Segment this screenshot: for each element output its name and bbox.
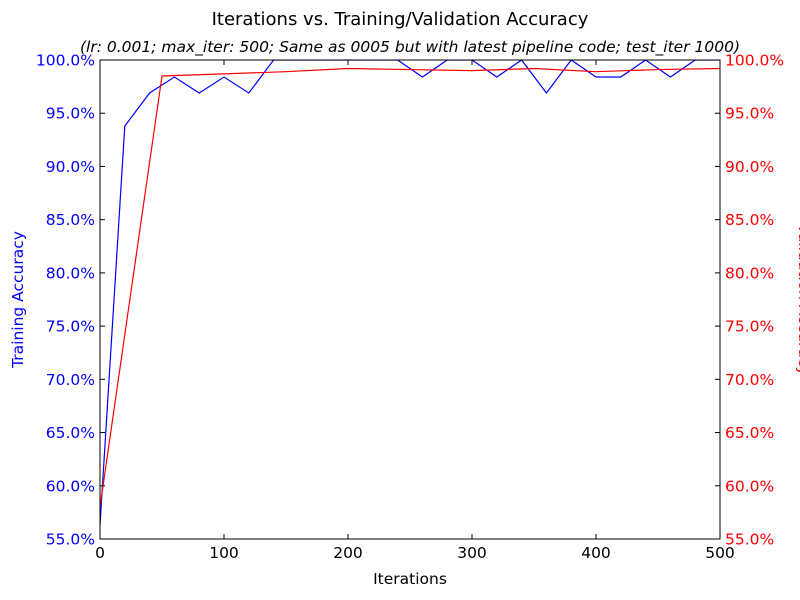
validation-accuracy-line	[100, 67, 720, 508]
y-right-tick-label: 90.0%	[725, 158, 774, 176]
y-left-tick-label: 65.0%	[46, 424, 95, 442]
training-accuracy-line	[100, 60, 720, 526]
y-right-tick-label: 55.0%	[725, 531, 774, 549]
y-left-tick-label: 90.0%	[46, 158, 95, 176]
y-left-axis-label: Training Accuracy	[9, 231, 27, 369]
y-right-tick-label: 75.0%	[725, 318, 774, 336]
y-right-tick-label: 65.0%	[725, 424, 774, 442]
y-left-tick-label: 80.0%	[46, 264, 95, 282]
x-tick-label: 100	[209, 544, 239, 562]
y-left-tick-label: 75.0%	[46, 318, 95, 336]
y-left-tick-label: 60.0%	[46, 477, 95, 495]
plot-frame	[99, 59, 721, 540]
y-right-tick-label: 80.0%	[725, 264, 774, 282]
y-right-axis-label: Validation Accuracy	[795, 223, 800, 375]
y-left-tick-label: 95.0%	[46, 105, 95, 123]
y-left-tick-label: 55.0%	[46, 531, 95, 549]
y-left-tick-label: 100.0%	[36, 52, 95, 70]
chart-title: Iterations vs. Training/Validation Accur…	[211, 9, 589, 30]
y-left-tick-label: 85.0%	[46, 211, 95, 229]
x-tick-label: 300	[457, 544, 487, 562]
x-tick-label: 200	[333, 544, 363, 562]
y-right-tick-label: 60.0%	[725, 477, 774, 495]
x-tick-label: 0	[95, 544, 105, 562]
x-axis-label: Iterations	[373, 570, 447, 588]
x-tick-label: 500	[705, 544, 735, 562]
y-right-tick-label: 95.0%	[725, 105, 774, 123]
x-tick-label: 400	[581, 544, 611, 562]
chart-subtitle: (lr: 0.001; max_iter: 500; Same as 0005 …	[79, 38, 741, 56]
y-right-tick-label: 100.0%	[725, 52, 784, 70]
y-right-tick-label: 70.0%	[725, 371, 774, 389]
y-right-tick-label: 85.0%	[725, 211, 774, 229]
y-left-tick-label: 70.0%	[46, 371, 95, 389]
